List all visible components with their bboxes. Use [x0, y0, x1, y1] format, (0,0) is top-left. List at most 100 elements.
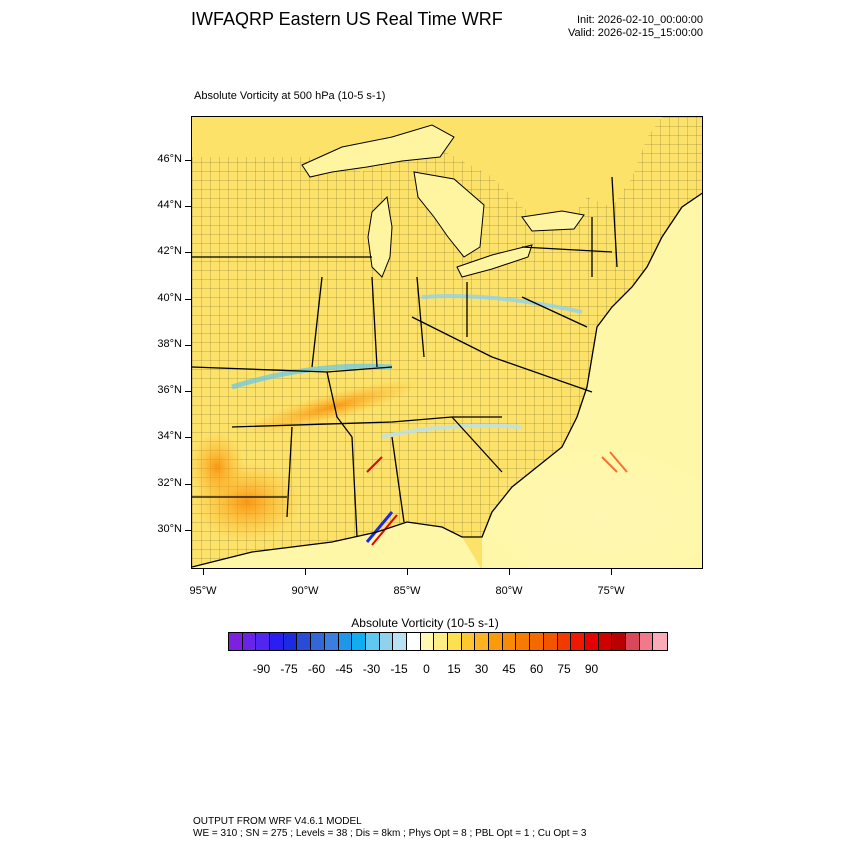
lon-tick — [611, 569, 612, 575]
colorbar-swatch — [270, 633, 284, 650]
red-blue-couplet — [365, 511, 394, 543]
lake-superior — [301, 124, 455, 178]
model-info: OUTPUT FROM WRF V4.6.1 MODEL WE = 310 ; … — [193, 816, 586, 840]
colorbar-label: 45 — [502, 662, 516, 676]
colorbar-label: 15 — [447, 662, 461, 676]
colorbar-swatch — [475, 633, 490, 650]
lon-label-90: 90°W — [291, 585, 319, 597]
colorbar-swatch — [297, 633, 312, 650]
lon-tick — [203, 569, 204, 575]
lat-label-42: 42°N — [157, 245, 182, 257]
model-version: OUTPUT FROM WRF V4.6.1 MODEL — [193, 816, 362, 827]
gulf-of-mexico — [192, 522, 481, 568]
lat-tick — [185, 530, 191, 531]
lat-label-30: 30°N — [157, 523, 182, 535]
colorbar-swatch — [242, 633, 257, 650]
red-streak-alabama — [366, 456, 383, 473]
chart-title: IWFAQRP Eastern US Real Time WRF — [191, 9, 503, 29]
ocean-pale-region — [482, 447, 702, 568]
lat-label-32: 32°N — [157, 477, 182, 489]
field-subtitle: Absolute Vorticity at 500 hPa (10-5 s-1) — [194, 90, 386, 102]
colorbar — [228, 632, 668, 651]
colorbar-swatch — [489, 633, 503, 650]
lon-label-75: 75°W — [597, 585, 625, 597]
lake-huron — [413, 171, 485, 258]
colorbar-label: 30 — [474, 662, 489, 676]
lon-tick — [407, 569, 408, 575]
colorbar-swatch — [338, 633, 353, 650]
lat-tick — [185, 484, 191, 485]
lat-label-40: 40°N — [157, 292, 182, 304]
model-config: WE = 310 ; SN = 275 ; Levels = 38 ; Dis … — [193, 828, 587, 839]
lat-tick — [185, 391, 191, 392]
colorbar-swatch — [461, 633, 476, 650]
lon-tick — [509, 569, 510, 575]
lat-tick — [185, 252, 191, 253]
blue-streak-carolinas — [381, 423, 523, 439]
colorbar-swatch — [530, 633, 544, 650]
blue-streak-ohio — [421, 294, 583, 314]
lake-erie — [456, 244, 533, 278]
colorbar-swatch — [448, 633, 462, 650]
colorbar-swatch — [434, 633, 448, 650]
colorbar-swatch — [584, 633, 599, 650]
lat-tick — [185, 160, 191, 161]
init-time: Init: 2026-02-10_00:00:00 — [577, 14, 703, 26]
colorbar-label: -15 — [390, 662, 408, 676]
colorbar-swatch — [571, 633, 585, 650]
colorbar-label: -30 — [362, 662, 381, 676]
lat-tick — [185, 299, 191, 300]
coastline — [192, 192, 702, 568]
colorbar-swatch — [612, 633, 626, 650]
state-boundaries — [192, 176, 618, 538]
colorbar-swatch — [502, 633, 517, 650]
lake-michigan — [367, 195, 393, 278]
colorbar-swatch — [283, 633, 298, 650]
colorbar-swatch — [393, 633, 407, 650]
orange-maximum-west — [192, 432, 245, 502]
colorbar-label: -45 — [335, 662, 353, 676]
colorbar-swatch — [543, 633, 558, 650]
valid-time: Valid: 2026-02-15_15:00:00 — [568, 27, 703, 39]
colorbar-swatch — [639, 633, 654, 650]
ocean-red-streak — [601, 451, 628, 473]
lat-label-46: 46°N — [157, 153, 182, 165]
land-counties — [192, 117, 702, 567]
colorbar-swatch — [406, 633, 421, 650]
colorbar-swatch — [229, 633, 243, 650]
colorbar-title: Absolute Vorticity (10-5 s-1) — [351, 616, 499, 630]
lon-label-80: 80°W — [495, 585, 523, 597]
lat-label-36: 36°N — [157, 384, 182, 396]
run-info: Init: 2026-02-10_00:00:00 Valid: 2026-02… — [540, 14, 703, 40]
lon-label-85: 85°W — [393, 585, 421, 597]
colorbar-label: 0 — [423, 662, 430, 676]
colorbar-swatch — [379, 633, 394, 650]
colorbar-swatch — [352, 633, 366, 650]
orange-band — [244, 380, 420, 434]
colorbar-swatch — [256, 633, 271, 650]
colorbar-swatch — [324, 633, 339, 650]
colorbar-swatch — [516, 633, 531, 650]
lat-tick — [185, 206, 191, 207]
colorbar-label: -75 — [280, 662, 298, 676]
colorbar-label: 75 — [557, 662, 571, 676]
colorbar-label: -90 — [252, 662, 271, 676]
colorbar-swatch — [625, 633, 640, 650]
colorbar-swatch — [653, 633, 667, 650]
lat-label-44: 44°N — [157, 199, 182, 211]
lake-ontario — [521, 210, 585, 232]
blue-streak-tennessee — [231, 363, 393, 390]
colorbar-swatch — [420, 633, 435, 650]
colorbar-swatch — [365, 633, 380, 650]
lat-label-34: 34°N — [157, 430, 182, 442]
vorticity-map — [191, 116, 703, 569]
lat-tick — [185, 437, 191, 438]
lon-tick — [305, 569, 306, 575]
colorbar-label: -60 — [307, 662, 326, 676]
colorbar-label: 60 — [529, 662, 544, 676]
colorbar-swatch — [557, 633, 572, 650]
lat-tick — [185, 345, 191, 346]
map-canvas — [192, 117, 702, 568]
colorbar-label: 90 — [584, 662, 599, 676]
colorbar-swatch — [598, 633, 613, 650]
